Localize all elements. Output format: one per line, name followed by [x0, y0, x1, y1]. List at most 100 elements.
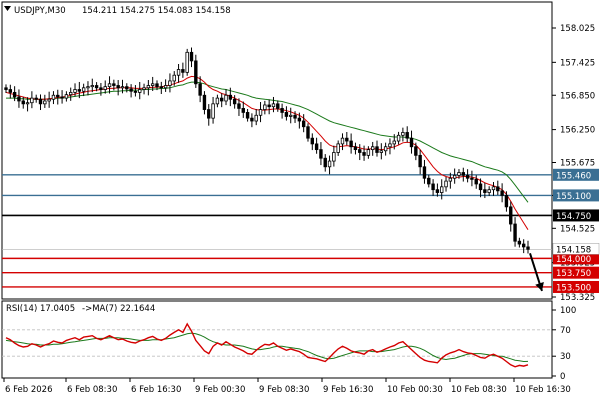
candle	[340, 133, 345, 151]
candle	[34, 94, 38, 103]
candle-body	[271, 103, 276, 108]
candle-body	[163, 85, 168, 89]
candle-body	[483, 189, 487, 193]
candle-body	[8, 89, 13, 93]
candle	[103, 80, 107, 94]
candle-body	[81, 87, 86, 92]
candle-body	[474, 178, 478, 185]
candle-body	[345, 137, 349, 142]
candle-body	[69, 91, 73, 96]
candle-body	[215, 97, 220, 105]
candle	[301, 114, 306, 133]
rsi-guides-layer	[2, 329, 552, 357]
candle	[155, 80, 159, 91]
candle	[198, 76, 202, 103]
candle-body	[362, 152, 366, 156]
price-level-label: 155.100	[556, 192, 591, 202]
candle	[163, 79, 168, 92]
candle	[427, 174, 431, 188]
candle	[362, 145, 366, 161]
candle-body	[427, 177, 431, 185]
candle	[146, 80, 151, 96]
rsi-panel-border	[1, 300, 553, 379]
candle-body	[370, 146, 375, 151]
candle	[30, 91, 34, 109]
rsi-label: RSI(14) 17.0405	[6, 304, 75, 314]
candle-body	[38, 98, 43, 105]
candle-body	[409, 137, 414, 148]
price-level-tag	[553, 280, 599, 293]
candle-body	[310, 137, 314, 145]
candle-body	[388, 143, 392, 148]
candle-body	[185, 51, 189, 73]
candle-body	[319, 149, 323, 159]
candle-body	[250, 117, 254, 122]
candle-body	[43, 100, 47, 105]
candle-body	[228, 94, 233, 100]
time-tick-label: 6 Feb 16:30	[131, 385, 181, 395]
candle-body	[90, 85, 94, 88]
candle	[310, 133, 314, 151]
candle	[396, 131, 401, 145]
candle-body	[25, 102, 30, 105]
candle-body	[500, 190, 504, 196]
candle	[366, 146, 371, 159]
candle-body	[440, 186, 444, 193]
candle	[271, 96, 276, 113]
ma-slow-layer	[6, 81, 529, 203]
candle-body	[496, 186, 500, 192]
candle-body	[47, 98, 51, 102]
candle-body	[189, 51, 194, 62]
candle	[245, 108, 250, 122]
time-tick-label: 9 Feb 08:30	[259, 385, 309, 395]
candle-body	[94, 85, 99, 89]
candle	[99, 83, 103, 96]
candle-body	[297, 117, 302, 122]
ma-fast-layer	[5, 75, 529, 230]
candle	[306, 123, 310, 142]
candle	[496, 180, 500, 195]
candle	[73, 83, 77, 97]
candle-body	[306, 126, 310, 139]
candle-body	[301, 120, 306, 128]
candle	[207, 104, 211, 126]
price-tick-label: 154.525	[560, 224, 595, 234]
candle	[38, 94, 43, 111]
ma-fast-line	[5, 75, 529, 230]
candle	[353, 142, 358, 155]
candle-body	[198, 83, 202, 96]
candle	[332, 145, 336, 167]
candle	[297, 112, 302, 129]
candle-body	[491, 186, 496, 191]
candle-body	[327, 160, 332, 168]
price-level-tag	[553, 252, 599, 265]
candle-body	[241, 108, 245, 113]
candle	[388, 138, 392, 155]
candle-body	[314, 143, 319, 151]
candle-body	[146, 85, 151, 89]
candle-body	[431, 183, 435, 191]
candle-body	[509, 206, 513, 225]
candle	[280, 103, 284, 119]
candle-body	[125, 86, 129, 90]
candle-body	[323, 157, 327, 168]
candle-body	[332, 152, 336, 162]
candle	[383, 142, 388, 156]
price-level-labels: 155.460 155.100 154.750 154.000 153.750 153.5…	[552, 168, 600, 293]
candle-body	[254, 114, 258, 122]
price-level-tag	[553, 209, 599, 222]
rsi-axis: 100 70 30 0	[552, 306, 576, 382]
candle	[202, 91, 207, 115]
candle-body	[289, 114, 293, 117]
candle	[220, 93, 224, 108]
dropdown-triangle-icon[interactable]	[4, 6, 11, 11]
candle	[457, 169, 461, 179]
rsi-tick-label: 30	[560, 352, 571, 362]
price-level-label: 155.460	[556, 171, 591, 181]
candle	[465, 169, 470, 183]
candle	[47, 91, 51, 108]
candle	[422, 159, 427, 184]
candle-body	[414, 146, 418, 156]
candle	[86, 81, 90, 96]
